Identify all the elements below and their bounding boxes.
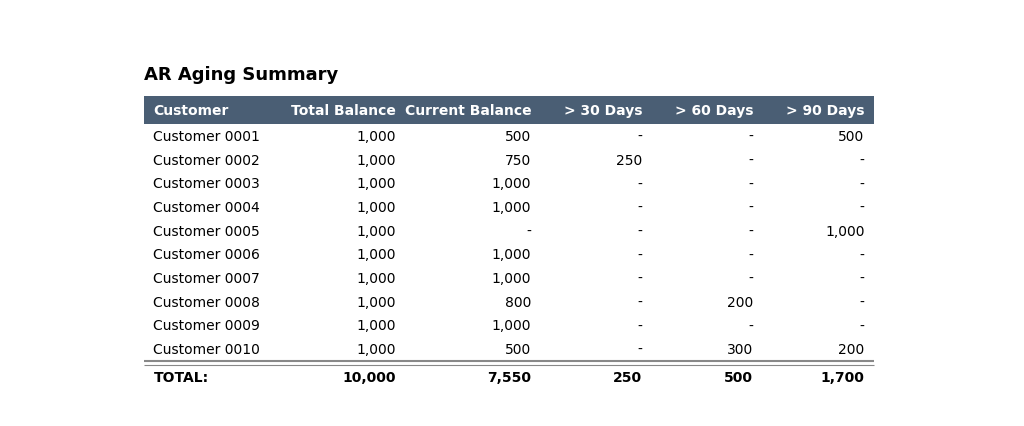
Bar	[143, 290, 874, 314]
Text: 1,000: 1,000	[492, 248, 531, 262]
Text: -: -	[749, 201, 754, 215]
Text: -: -	[859, 271, 864, 285]
Text: 250: 250	[616, 153, 642, 167]
Bar	[143, 172, 874, 196]
Text: -: -	[637, 271, 642, 285]
Text: -: -	[749, 271, 754, 285]
Text: > 90 Days: > 90 Days	[786, 104, 864, 118]
Text: TOTAL:: TOTAL:	[154, 370, 209, 384]
Text: > 30 Days: > 30 Days	[564, 104, 642, 118]
Text: -: -	[637, 177, 642, 191]
Text: -: -	[859, 295, 864, 309]
Text: Customer 0003: Customer 0003	[154, 177, 260, 191]
Text: -: -	[749, 224, 754, 238]
Text: -: -	[859, 177, 864, 191]
Text: Customer 0006: Customer 0006	[154, 248, 260, 262]
Text: 1,000: 1,000	[492, 201, 531, 215]
Text: -: -	[859, 319, 864, 333]
Text: 200: 200	[727, 295, 754, 309]
Text: -: -	[637, 130, 642, 144]
Text: Customer: Customer	[154, 104, 228, 118]
Text: -: -	[749, 248, 754, 262]
Text: -: -	[526, 224, 531, 238]
Bar	[143, 149, 874, 172]
Text: Customer 0004: Customer 0004	[154, 201, 260, 215]
Text: -: -	[749, 177, 754, 191]
Text: Total Balance: Total Balance	[292, 104, 396, 118]
Bar	[143, 196, 874, 219]
Text: 1,000: 1,000	[356, 248, 396, 262]
Bar	[143, 314, 874, 337]
Text: -: -	[637, 319, 642, 333]
Text: -: -	[859, 201, 864, 215]
Bar	[143, 267, 874, 290]
Text: 1,000: 1,000	[492, 177, 531, 191]
Bar	[143, 97, 874, 125]
Text: -: -	[749, 130, 754, 144]
Bar	[143, 219, 874, 243]
Text: 250: 250	[613, 370, 642, 384]
Text: 1,000: 1,000	[356, 177, 396, 191]
Text: AR Aging Summary: AR Aging Summary	[143, 66, 338, 84]
Text: 800: 800	[505, 295, 531, 309]
Text: 1,000: 1,000	[356, 271, 396, 285]
Text: 1,000: 1,000	[356, 130, 396, 144]
Bar	[143, 243, 874, 267]
Text: -: -	[637, 295, 642, 309]
Text: Customer 0002: Customer 0002	[154, 153, 260, 167]
Text: 1,000: 1,000	[356, 201, 396, 215]
Text: -: -	[637, 248, 642, 262]
Text: 10,000: 10,000	[343, 370, 396, 384]
Text: Customer 0010: Customer 0010	[154, 343, 260, 356]
Text: 500: 500	[724, 370, 754, 384]
Text: Current Balance: Current Balance	[404, 104, 531, 118]
Text: -: -	[749, 319, 754, 333]
Text: Customer 0008: Customer 0008	[154, 295, 260, 309]
Text: -: -	[637, 343, 642, 356]
Text: -: -	[859, 248, 864, 262]
Text: 300: 300	[727, 343, 754, 356]
Text: Customer 0009: Customer 0009	[154, 319, 260, 333]
Text: -: -	[749, 153, 754, 167]
Text: 500: 500	[505, 130, 531, 144]
Bar	[143, 361, 874, 389]
Text: 1,000: 1,000	[356, 319, 396, 333]
Text: 1,000: 1,000	[356, 295, 396, 309]
Text: 1,700: 1,700	[820, 370, 864, 384]
Text: Customer 0005: Customer 0005	[154, 224, 260, 238]
Text: 1,000: 1,000	[492, 271, 531, 285]
Text: 1,000: 1,000	[492, 319, 531, 333]
Text: 1,000: 1,000	[356, 224, 396, 238]
Text: > 60 Days: > 60 Days	[675, 104, 754, 118]
Bar	[143, 337, 874, 361]
Text: Customer 0007: Customer 0007	[154, 271, 260, 285]
Text: 500: 500	[505, 343, 531, 356]
Text: 1,000: 1,000	[825, 224, 864, 238]
Bar	[143, 125, 874, 149]
Text: Customer 0001: Customer 0001	[154, 130, 260, 144]
Text: 1,000: 1,000	[356, 153, 396, 167]
Text: 200: 200	[839, 343, 864, 356]
Text: -: -	[637, 201, 642, 215]
Text: -: -	[859, 153, 864, 167]
Text: 1,000: 1,000	[356, 343, 396, 356]
Text: 500: 500	[839, 130, 864, 144]
Text: -: -	[637, 224, 642, 238]
Text: 7,550: 7,550	[487, 370, 531, 384]
Text: 750: 750	[505, 153, 531, 167]
